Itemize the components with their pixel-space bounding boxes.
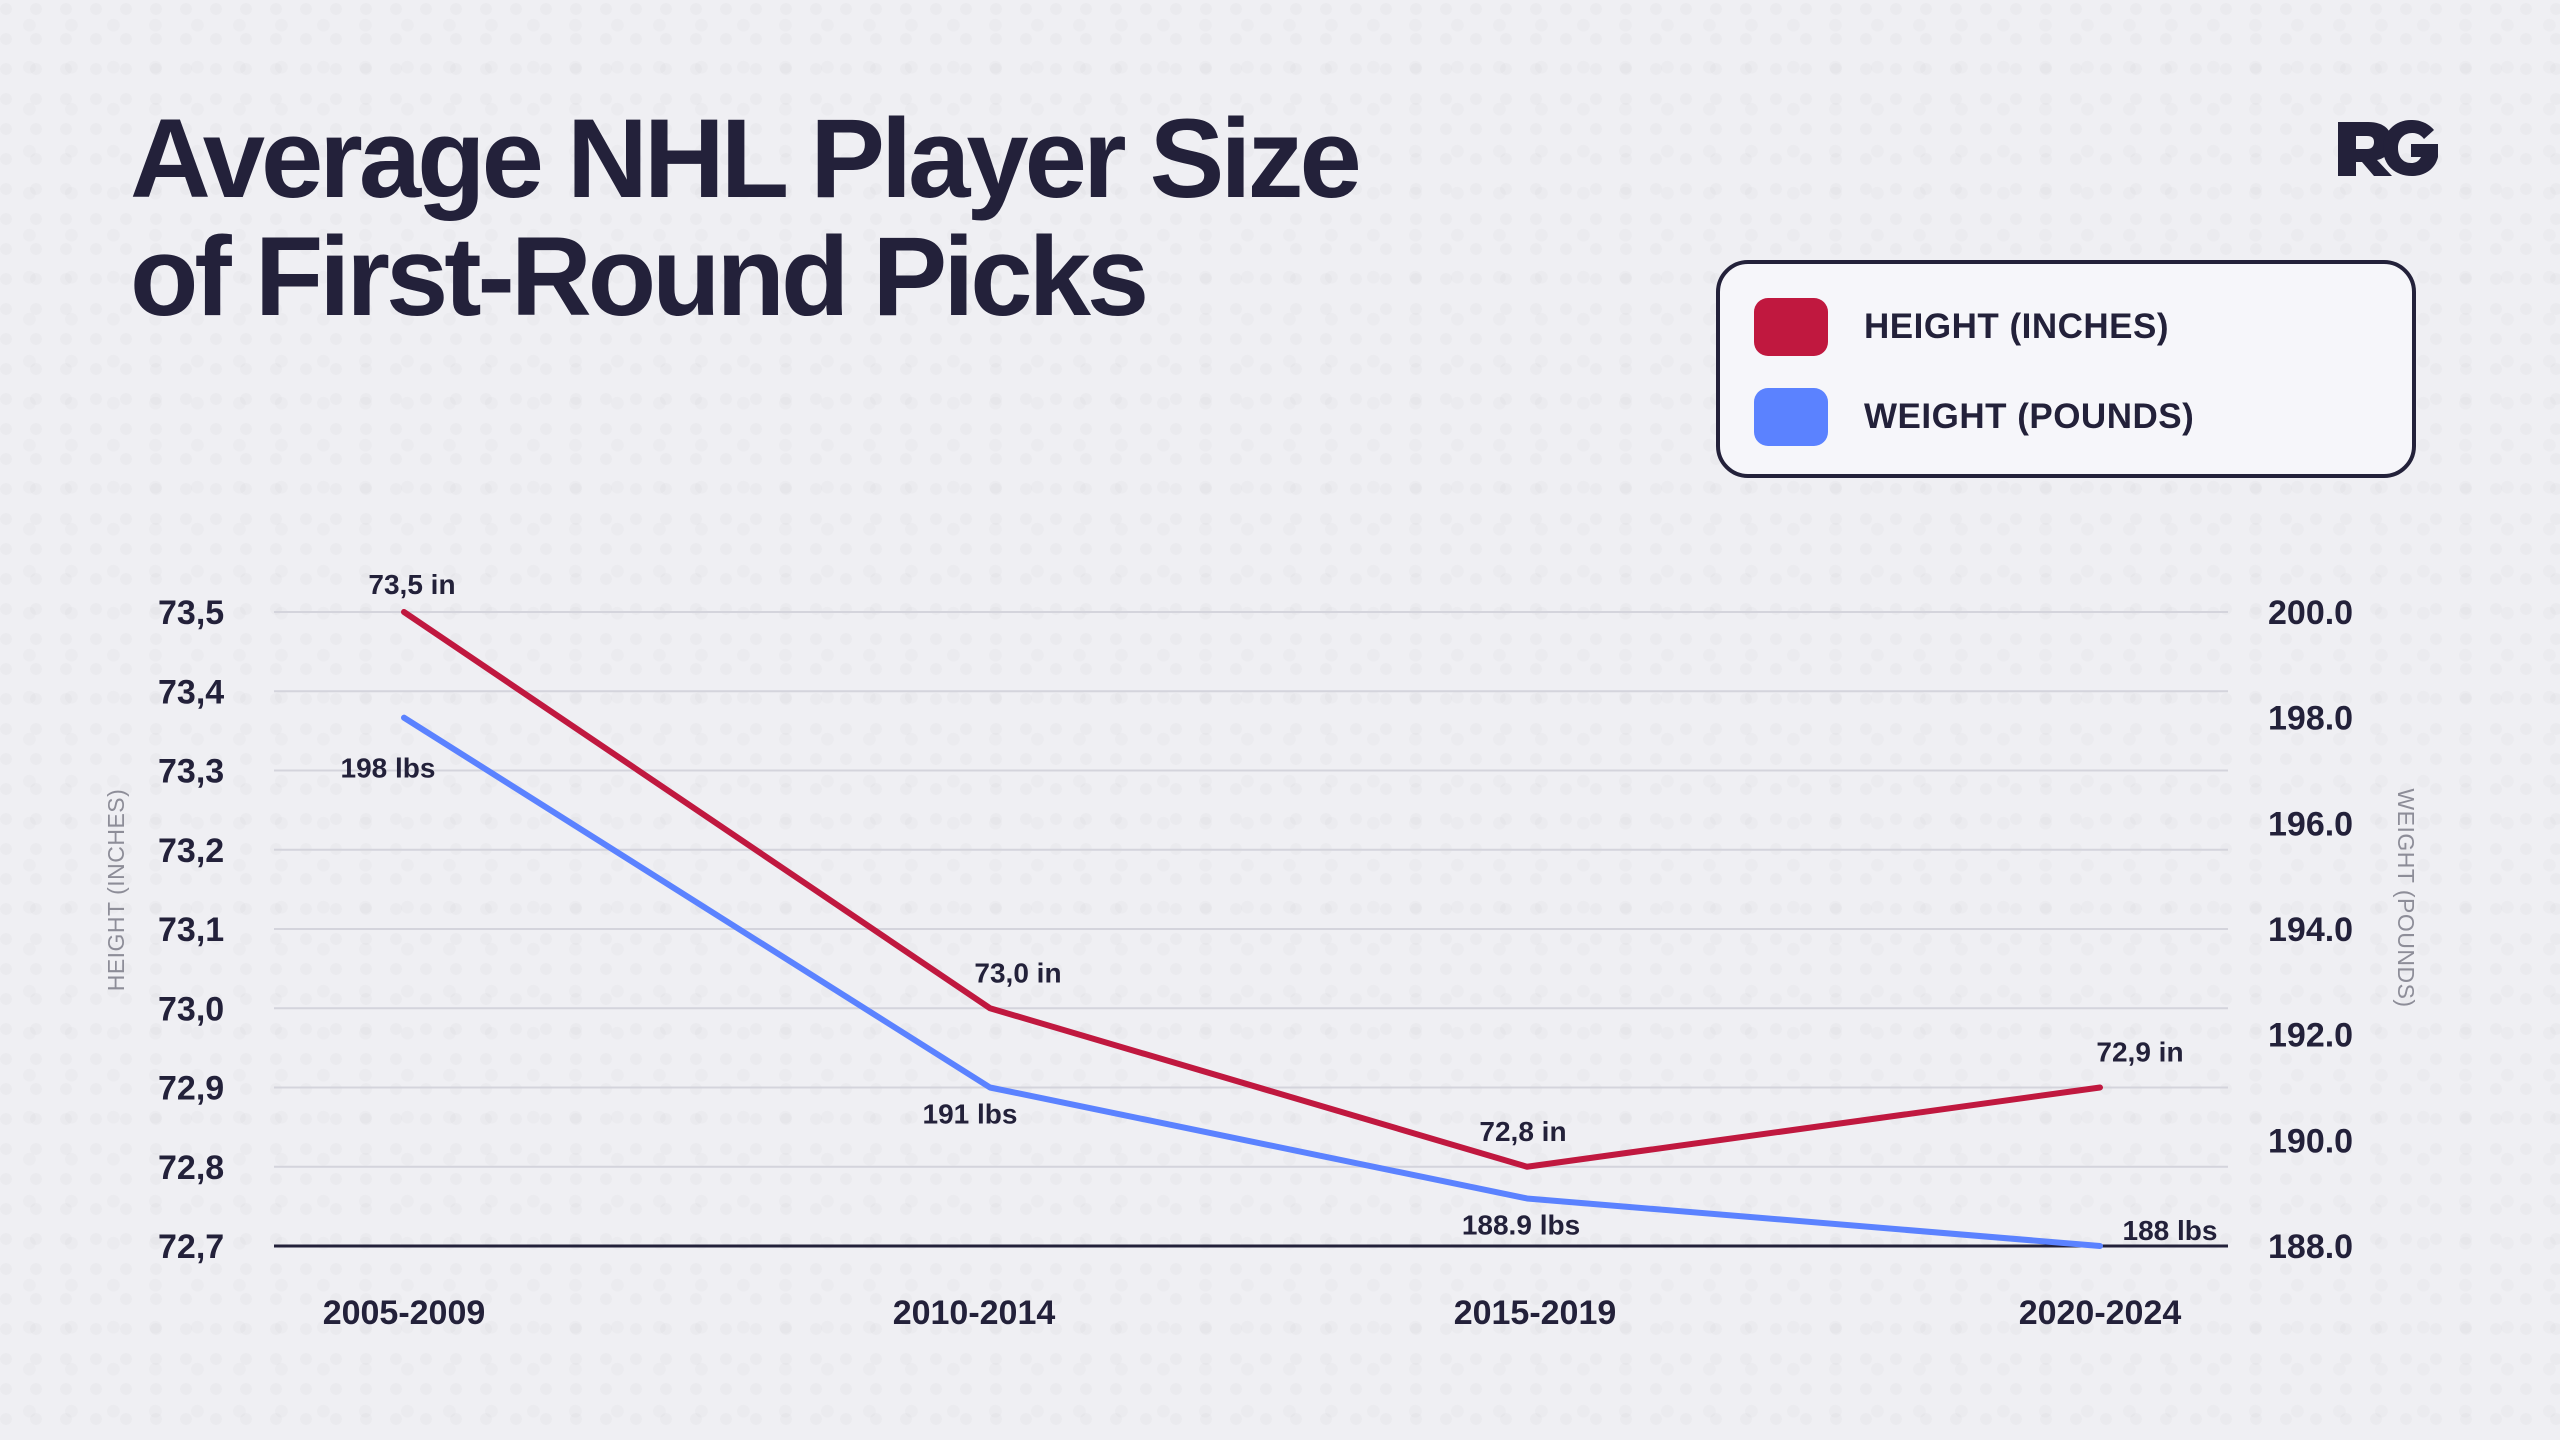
legend-item-weight: WEIGHT (POUNDS) bbox=[1754, 388, 2194, 446]
weight-data-label: 191 lbs bbox=[923, 1099, 1018, 1130]
series-line-height bbox=[401, 609, 2103, 1170]
left-y-tick-label: 72,9 bbox=[158, 1070, 224, 1108]
left-y-tick-label: 72,8 bbox=[158, 1149, 224, 1187]
height-data-label: 73,5 in bbox=[368, 569, 455, 600]
right-y-tick-label: 194.0 bbox=[2268, 911, 2353, 949]
left-y-tick-label: 73,5 bbox=[158, 594, 224, 632]
right-y-tick-label: 188.0 bbox=[2268, 1228, 2353, 1266]
left-y-tick-label: 73,1 bbox=[158, 911, 224, 949]
gridlines bbox=[274, 611, 2228, 1248]
x-axis-ticks: 2005-2009 2010-2014 2015-2019 2020-2024 bbox=[323, 1294, 2182, 1332]
data-labels: 73,5 in 73,0 in 72,8 in 72,9 in 198 lbs 191 l… bbox=[341, 569, 2218, 1246]
left-y-axis-ticks: 72,7 72,8 72,9 73,0 73,1 73,2 73,3 73,4 73,5 bbox=[158, 594, 224, 1266]
legend-label-height: HEIGHT (INCHES) bbox=[1864, 307, 2169, 346]
left-y-tick-label: 73,3 bbox=[158, 753, 224, 791]
legend-item-height: HEIGHT (INCHES) bbox=[1754, 298, 2169, 356]
blue-square-icon bbox=[1754, 388, 1828, 446]
chart-legend: HEIGHT (INCHES) WEIGHT (POUNDS) bbox=[1716, 260, 2416, 478]
right-y-tick-label: 198.0 bbox=[2268, 700, 2353, 738]
right-y-tick-label: 190.0 bbox=[2268, 1122, 2353, 1160]
title-line-2: of First-Round Picks bbox=[130, 214, 1149, 339]
x-tick-label: 2005-2009 bbox=[323, 1294, 486, 1332]
right-y-axis-ticks: 188.0 190.0 192.0 194.0 196.0 198.0 200.0 bbox=[2268, 594, 2353, 1266]
height-data-label: 72,9 in bbox=[2096, 1037, 2183, 1068]
height-data-label: 72,8 in bbox=[1479, 1116, 1566, 1147]
title-line-1: Average NHL Player Size bbox=[130, 96, 1362, 221]
height-data-label: 73,0 in bbox=[974, 957, 1061, 988]
left-y-tick-label: 72,7 bbox=[158, 1228, 224, 1266]
left-y-tick-label: 73,4 bbox=[158, 673, 224, 711]
x-tick-label: 2010-2014 bbox=[893, 1294, 1056, 1332]
right-y-tick-label: 192.0 bbox=[2268, 1017, 2353, 1055]
red-square-icon bbox=[1754, 298, 1828, 356]
legend-label-weight: WEIGHT (POUNDS) bbox=[1864, 397, 2195, 436]
left-y-tick-label: 73,0 bbox=[158, 990, 224, 1028]
weight-data-label: 188 lbs bbox=[2123, 1215, 2218, 1246]
right-y-tick-label: 196.0 bbox=[2268, 805, 2353, 843]
chart-title: Average NHL Player Size of First-Round P… bbox=[130, 100, 1730, 336]
left-y-tick-label: 73,2 bbox=[158, 832, 224, 870]
right-y-tick-label: 200.0 bbox=[2268, 594, 2353, 632]
weight-data-label: 188.9 lbs bbox=[1462, 1209, 1580, 1240]
weight-data-label: 198 lbs bbox=[341, 753, 436, 784]
left-y-axis-title: HEIGHT (INCHES) bbox=[103, 789, 129, 992]
series-line-weight bbox=[401, 714, 2103, 1249]
x-tick-label: 2015-2019 bbox=[1454, 1294, 1617, 1332]
x-tick-label: 2020-2024 bbox=[2019, 1294, 2182, 1332]
rg-logo bbox=[2338, 120, 2438, 176]
right-y-axis-title: WEIGHT (POUNDS) bbox=[2393, 788, 2419, 1007]
